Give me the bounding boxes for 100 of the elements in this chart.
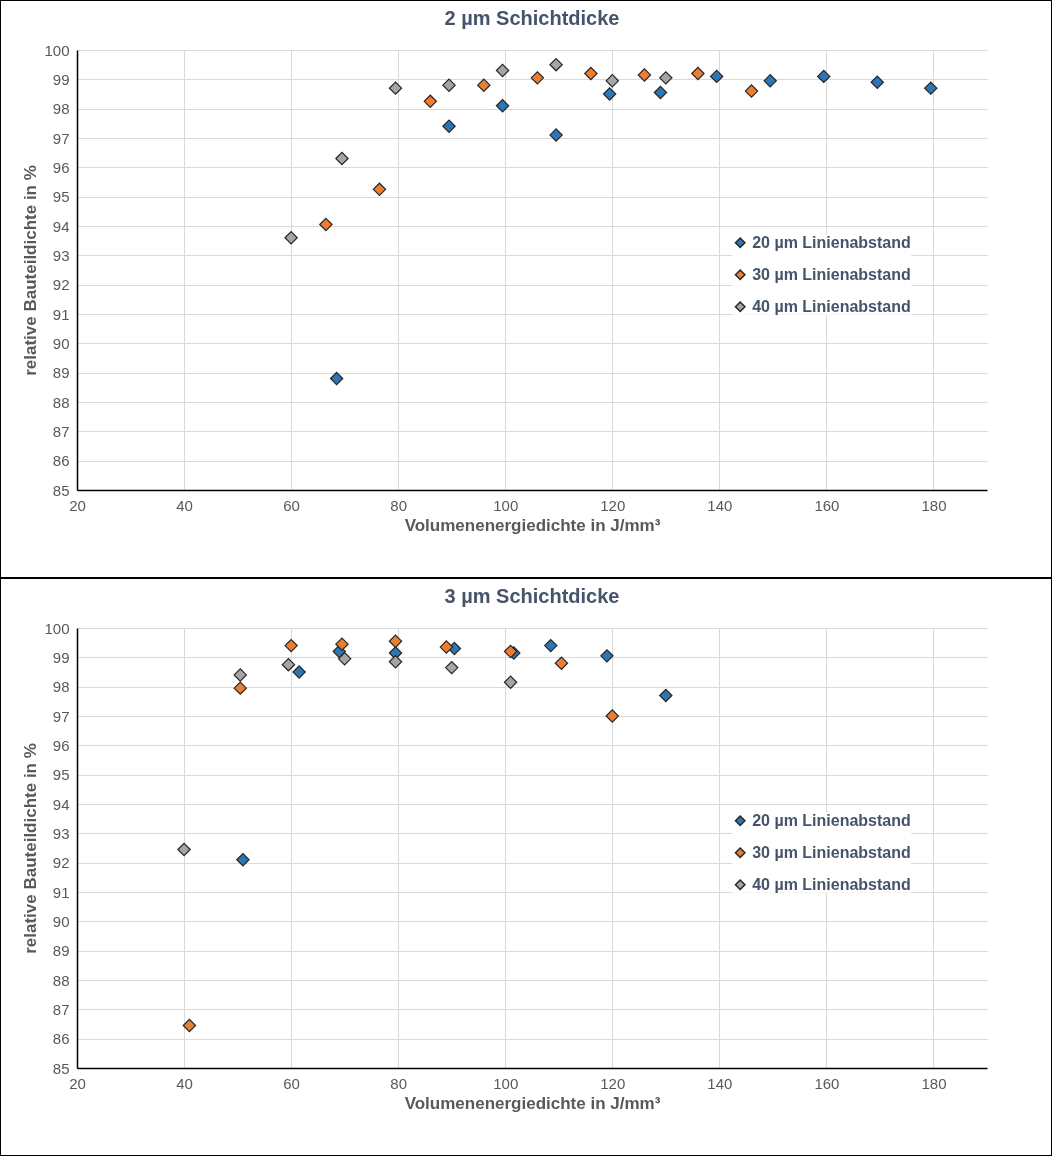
y-tick-label: 100 xyxy=(44,619,70,637)
x-tick-label: 80 xyxy=(390,496,408,514)
point xyxy=(870,75,884,89)
x-tick-label: 80 xyxy=(390,1074,408,1092)
y-tick-label: 86 xyxy=(52,1030,70,1048)
point xyxy=(817,69,831,84)
point xyxy=(744,84,759,98)
point xyxy=(177,842,191,857)
y-tick-label: 92 xyxy=(52,276,70,294)
y-tick-label: 93 xyxy=(52,824,70,842)
x-tick-label: 140 xyxy=(707,1074,733,1092)
point xyxy=(549,128,563,142)
y-tick-label: 89 xyxy=(52,942,70,960)
point xyxy=(329,371,344,386)
y-tick-label: 89 xyxy=(52,364,70,382)
y-tick-label: 85 xyxy=(52,481,70,499)
x-tick-label: 180 xyxy=(921,1074,947,1092)
point xyxy=(335,151,349,166)
y-axis-title: relative Bauteildichte in % xyxy=(21,743,41,954)
point xyxy=(439,640,454,654)
point xyxy=(284,638,298,653)
point xyxy=(544,638,558,653)
chart-title: 3 µm Schichtdicke xyxy=(444,585,620,607)
x-tick-label: 100 xyxy=(493,496,519,514)
point xyxy=(549,57,563,72)
y-tick-label: 87 xyxy=(52,422,70,440)
point xyxy=(600,649,614,663)
y-tick-label: 96 xyxy=(52,158,70,176)
x-tick-label: 160 xyxy=(814,496,840,514)
y-tick-label: 85 xyxy=(52,1059,70,1077)
y-tick-label: 87 xyxy=(52,1000,70,1018)
y-tick-label: 92 xyxy=(52,854,70,872)
x-tick-label: 100 xyxy=(493,1074,519,1092)
y-tick-label: 97 xyxy=(52,707,70,725)
y-tick-label: 94 xyxy=(52,217,70,235)
x-axis-title: Volumenenergiedichte in J/mm³ xyxy=(404,515,661,535)
point xyxy=(495,63,510,78)
legend-label: 40 µm Linienabstand xyxy=(752,875,911,893)
point xyxy=(554,656,569,670)
point xyxy=(503,675,518,689)
point xyxy=(284,231,298,245)
legend-label: 20 µm Linienabstand xyxy=(752,811,911,829)
point xyxy=(659,688,673,703)
point xyxy=(319,217,333,232)
point xyxy=(233,668,247,682)
point xyxy=(602,87,617,101)
point xyxy=(372,182,387,197)
y-tick-label: 99 xyxy=(52,648,70,666)
point xyxy=(335,637,349,651)
y-tick-label: 97 xyxy=(52,129,70,147)
point xyxy=(924,81,938,95)
y-tick-label: 100 xyxy=(44,41,70,59)
y-tick-label: 94 xyxy=(52,795,70,813)
y-tick-label: 90 xyxy=(52,912,70,930)
x-tick-label: 180 xyxy=(921,496,947,514)
x-tick-label: 60 xyxy=(283,496,300,514)
point xyxy=(388,634,403,648)
x-tick-label: 120 xyxy=(600,1074,626,1092)
point xyxy=(388,81,403,95)
y-tick-label: 98 xyxy=(52,100,70,118)
y-tick-label: 95 xyxy=(52,766,70,784)
x-tick-label: 140 xyxy=(707,496,733,514)
x-tick-label: 40 xyxy=(176,496,193,514)
point xyxy=(605,709,620,723)
y-tick-label: 88 xyxy=(52,393,70,411)
legend-label: 30 µm Linienabstand xyxy=(752,843,911,861)
point xyxy=(292,665,306,679)
point xyxy=(763,74,777,88)
x-tick-label: 20 xyxy=(69,496,86,514)
legend-label: 30 µm Linienabstand xyxy=(752,265,911,283)
point xyxy=(659,71,673,85)
point xyxy=(605,74,620,88)
y-tick-label: 90 xyxy=(52,334,70,352)
point xyxy=(653,85,668,100)
point xyxy=(477,78,491,92)
y-tick-label: 98 xyxy=(52,678,70,696)
x-tick-label: 120 xyxy=(600,496,626,514)
point xyxy=(442,78,456,92)
point xyxy=(182,1018,197,1033)
point xyxy=(442,119,456,133)
point xyxy=(423,94,438,109)
x-tick-label: 160 xyxy=(814,1074,840,1092)
point xyxy=(584,66,598,81)
point xyxy=(637,68,652,82)
y-tick-label: 99 xyxy=(52,70,70,88)
point xyxy=(233,681,247,695)
point xyxy=(495,99,510,113)
y-tick-label: 91 xyxy=(52,883,70,901)
point xyxy=(530,71,545,85)
y-tick-label: 88 xyxy=(52,971,70,989)
point xyxy=(691,66,705,81)
legend-label: 40 µm Linienabstand xyxy=(752,297,911,315)
x-tick-label: 60 xyxy=(283,1074,300,1092)
point xyxy=(388,655,403,669)
y-tick-label: 95 xyxy=(52,188,70,206)
y-tick-label: 86 xyxy=(52,452,70,470)
y-axis-title: relative Bauteildichte in % xyxy=(21,165,41,376)
x-tick-label: 40 xyxy=(176,1074,193,1092)
x-axis-title: Volumenenergiedichte in J/mm³ xyxy=(404,1093,661,1113)
y-tick-label: 91 xyxy=(52,305,70,323)
